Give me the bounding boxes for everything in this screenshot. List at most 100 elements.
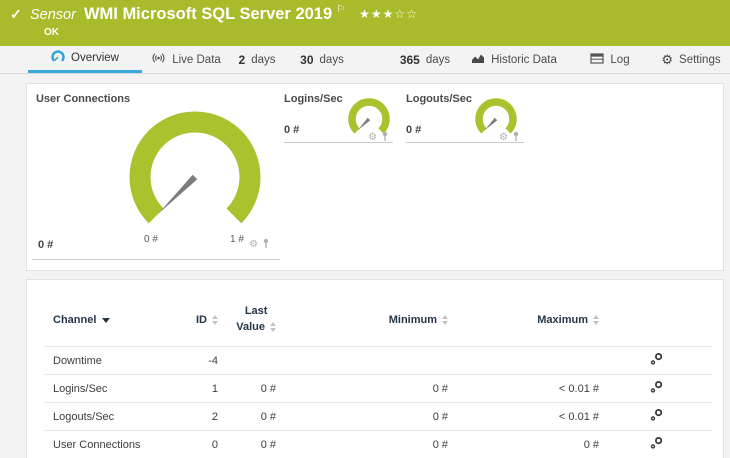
gauge-settings-gear-icon[interactable]: ⚙ bbox=[249, 239, 258, 250]
channel-maximum: < 0.01 # bbox=[558, 382, 599, 395]
tab-historic-data-label: Historic Data bbox=[491, 53, 557, 66]
table-header-row: Channel ID Last Value Minimum Maximum bbox=[44, 294, 712, 347]
tab-overview[interactable]: Overview bbox=[28, 46, 142, 73]
gauge-tools: ⚙ bbox=[499, 129, 520, 147]
sort-caret-down-icon bbox=[102, 318, 111, 323]
channel-id: 0 bbox=[211, 438, 218, 451]
column-header-channel[interactable]: Channel bbox=[44, 294, 164, 347]
table-row[interactable]: Logouts/Sec 2 0 # 0 # < 0.01 # bbox=[44, 402, 712, 431]
channel-last-value: 0 # bbox=[260, 438, 276, 451]
gauge-title: Logouts/Sec bbox=[406, 93, 473, 105]
column-header-maximum[interactable]: Maximum bbox=[448, 294, 599, 347]
tab-bar: Overview Live Data 2 days 30 days 365 da… bbox=[0, 46, 730, 74]
column-header-id[interactable]: ID bbox=[164, 294, 218, 347]
channel-last-value bbox=[218, 347, 276, 375]
tab-live-data-label: Live Data bbox=[172, 53, 221, 66]
tab-365-days-unit: days bbox=[425, 53, 451, 66]
sensor-title-row: Sensor WMI Microsoft SQL Server 2019 ⚐ ★… bbox=[30, 4, 418, 24]
tab-2-days-unit: days bbox=[251, 53, 276, 66]
sensor-status-header: ✓ Sensor WMI Microsoft SQL Server 2019 ⚐… bbox=[0, 0, 730, 46]
channel-name: Downtime bbox=[53, 354, 102, 367]
logouts-per-sec-gauge-section: Logouts/Sec 0 # ⚙ bbox=[406, 84, 524, 143]
gauges-panel: User Connections 0 # 1 # 0 # ⚙ Logins/Se… bbox=[26, 83, 724, 271]
sort-icon bbox=[212, 315, 218, 326]
tab-365-days[interactable]: 365 days bbox=[388, 46, 462, 73]
channel-settings-gears-icon[interactable] bbox=[649, 436, 664, 453]
channel-minimum bbox=[276, 347, 448, 375]
tab-settings[interactable]: ⚙ Settings bbox=[656, 46, 726, 73]
channel-id: -4 bbox=[208, 354, 218, 367]
user-connections-gauge-section: User Connections 0 # 1 # 0 # ⚙ bbox=[32, 84, 280, 260]
channel-id: 2 bbox=[211, 410, 218, 423]
pin-icon[interactable] bbox=[262, 236, 270, 254]
tab-2-days-number: 2 bbox=[238, 52, 246, 67]
status-badge: OK bbox=[44, 27, 59, 38]
channel-minimum: 0 # bbox=[432, 438, 448, 451]
channel-name: Logouts/Sec bbox=[53, 410, 115, 423]
gauge-current-value: 0 # bbox=[38, 239, 54, 251]
channel-settings-cell bbox=[599, 431, 712, 458]
pin-icon[interactable] bbox=[512, 129, 520, 147]
gauge-icon bbox=[51, 50, 65, 66]
flag-icon[interactable]: ⚐ bbox=[336, 4, 346, 15]
gauge-title: Logins/Sec bbox=[284, 93, 343, 105]
channel-name: User Connections bbox=[53, 438, 141, 451]
gauge-scale-min: 0 # bbox=[144, 234, 158, 245]
channel-settings-gears-icon[interactable] bbox=[649, 380, 664, 397]
tab-365-days-number: 365 bbox=[399, 52, 420, 67]
gauge-current-value: 0 # bbox=[284, 124, 300, 136]
tab-historic-data[interactable]: Historic Data bbox=[466, 46, 562, 73]
column-header-actions bbox=[599, 294, 712, 347]
user-connections-gauge bbox=[129, 111, 261, 224]
log-list-icon bbox=[590, 52, 605, 67]
channel-settings-gears-icon[interactable] bbox=[649, 408, 664, 425]
tab-30-days[interactable]: 30 days bbox=[290, 46, 354, 73]
page-title: WMI Microsoft SQL Server 2019 bbox=[83, 5, 333, 23]
channel-settings-cell bbox=[599, 403, 712, 431]
channels-table: Channel ID Last Value Minimum Maximum bbox=[44, 294, 712, 458]
channel-settings-cell bbox=[599, 375, 712, 403]
tab-30-days-unit: days bbox=[319, 53, 344, 66]
channel-id: 1 bbox=[211, 382, 218, 395]
channel-last-value: 0 # bbox=[260, 382, 276, 395]
channel-last-value: 0 # bbox=[260, 410, 276, 423]
table-row[interactable]: Downtime -4 bbox=[44, 346, 712, 375]
gauge-current-value: 0 # bbox=[406, 124, 422, 136]
tab-log[interactable]: Log bbox=[583, 46, 637, 73]
gauge-tools: ⚙ bbox=[368, 129, 389, 147]
gauge-title: User Connections bbox=[36, 93, 131, 105]
channel-name: Logins/Sec bbox=[53, 382, 108, 395]
column-header-minimum[interactable]: Minimum bbox=[276, 294, 448, 347]
tab-overview-label: Overview bbox=[71, 52, 119, 64]
priority-stars[interactable]: ★★★☆☆ bbox=[359, 7, 418, 21]
channel-maximum: < 0.01 # bbox=[558, 410, 599, 423]
sensor-kind-label: Sensor bbox=[30, 7, 76, 23]
tab-30-days-number: 30 bbox=[300, 52, 314, 67]
gauge-tools: ⚙ bbox=[249, 236, 270, 254]
gear-icon: ⚙ bbox=[661, 52, 674, 67]
column-header-last-value[interactable]: Last Value bbox=[218, 294, 276, 347]
tab-settings-label: Settings bbox=[679, 53, 721, 66]
pin-icon[interactable] bbox=[381, 129, 389, 147]
logins-per-sec-gauge-section: Logins/Sec 0 # ⚙ bbox=[284, 84, 393, 143]
gauge-settings-gear-icon[interactable]: ⚙ bbox=[368, 132, 377, 143]
gauge-settings-gear-icon[interactable]: ⚙ bbox=[499, 132, 508, 143]
sort-icon bbox=[270, 322, 276, 333]
table-row[interactable]: Logins/Sec 1 0 # 0 # < 0.01 # bbox=[44, 374, 712, 403]
tab-live-data[interactable]: Live Data bbox=[142, 46, 230, 73]
channel-minimum: 0 # bbox=[432, 382, 448, 395]
broadcast-icon bbox=[151, 52, 166, 67]
tab-2-days[interactable]: 2 days bbox=[230, 46, 284, 73]
tab-log-label: Log bbox=[610, 53, 630, 66]
channel-settings-gears-icon[interactable] bbox=[649, 352, 664, 369]
status-ok-check-icon: ✓ bbox=[10, 6, 22, 22]
channels-table-panel: Channel ID Last Value Minimum Maximum bbox=[26, 279, 724, 458]
table-row[interactable]: User Connections 0 0 # 0 # 0 # bbox=[44, 430, 712, 458]
channel-minimum: 0 # bbox=[432, 410, 448, 423]
channel-maximum: 0 # bbox=[583, 438, 599, 451]
area-chart-icon bbox=[471, 52, 485, 67]
logins-per-sec-gauge bbox=[348, 98, 390, 134]
logouts-per-sec-gauge bbox=[475, 98, 517, 134]
channel-maximum bbox=[448, 347, 599, 375]
